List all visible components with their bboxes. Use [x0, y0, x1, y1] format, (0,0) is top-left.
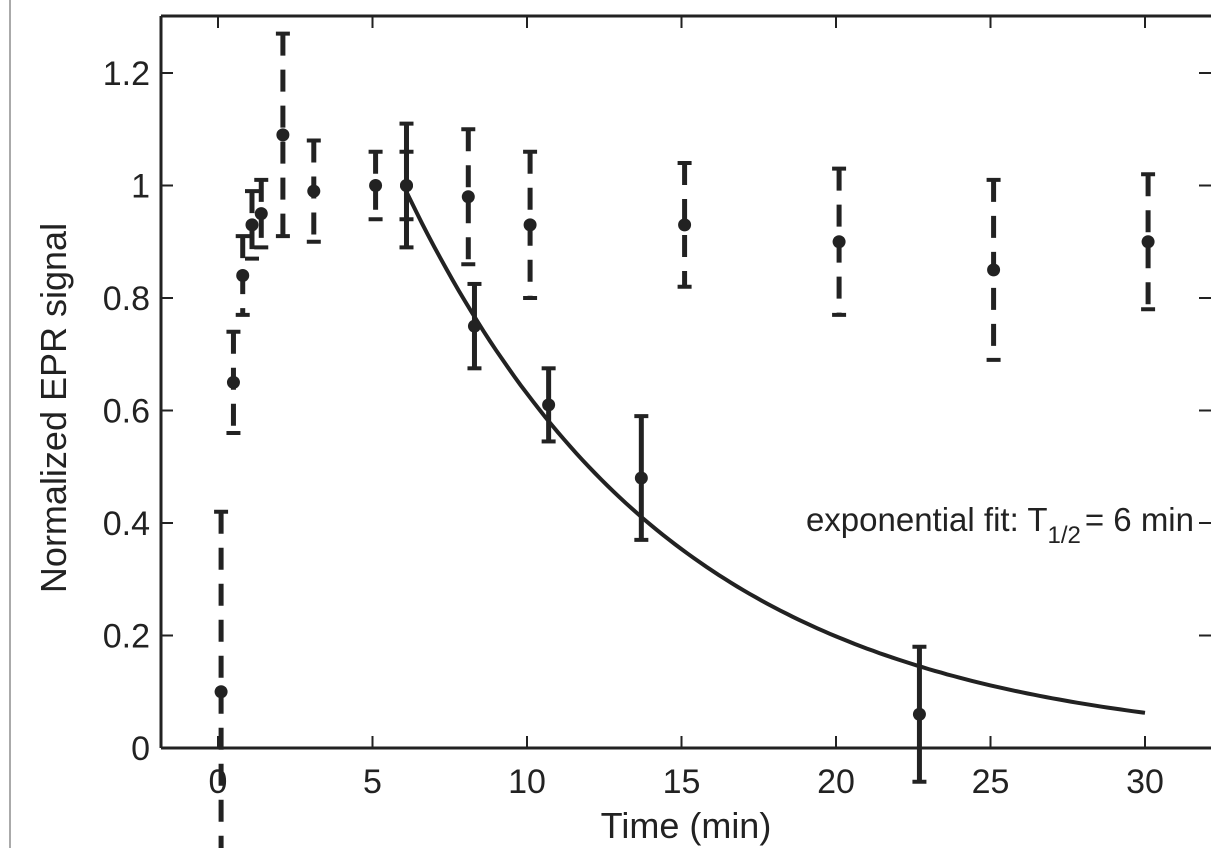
- data-point: [542, 398, 556, 412]
- data-point: [254, 207, 268, 221]
- data-point: [1141, 235, 1155, 249]
- data-series-2: [399, 121, 927, 784]
- data-point: [226, 375, 240, 389]
- exponential-fit-curve: [401, 184, 1146, 715]
- x-tick-label: 30: [1126, 763, 1164, 801]
- data-point: [307, 184, 321, 198]
- data-point: [467, 319, 481, 333]
- data-point: [245, 218, 259, 232]
- data-point: [832, 235, 846, 249]
- data-series-layer: [214, 31, 1156, 848]
- data-point: [369, 179, 383, 192]
- y-tick-label: 0.2: [103, 618, 150, 656]
- y-tick-label: 1.2: [103, 55, 150, 93]
- data-point: [276, 128, 290, 142]
- data-point: [236, 269, 250, 282]
- data-point: [399, 179, 413, 192]
- fit-annotation: exponential fit: T1/2 = 6 min: [806, 501, 1194, 549]
- x-tick-label: 0: [209, 763, 228, 801]
- fit-annotation-text: exponential fit: T: [806, 501, 1048, 538]
- x-tick-label: 10: [508, 763, 546, 801]
- y-tick-label: 0: [131, 730, 150, 768]
- x-tick-label: 20: [817, 763, 855, 801]
- y-tick-label: 1: [131, 168, 150, 206]
- data-series-1: [214, 31, 1156, 848]
- x-tick-label: 25: [972, 763, 1010, 801]
- y-tick-label: 0.6: [103, 393, 150, 431]
- data-point: [214, 685, 228, 699]
- y-tick-label: 0.4: [103, 505, 150, 543]
- fit-annotation-subscript: 1/2: [1047, 522, 1080, 549]
- data-point: [912, 707, 926, 721]
- data-point: [634, 471, 648, 485]
- y-axis-label: Normalized EPR signal: [33, 223, 74, 593]
- data-point: [987, 263, 1001, 277]
- ticks-layer: 0 5 10 15 20 25 30 0 0.2 0.4 0.6 0.8 1 1.2: [103, 16, 1211, 801]
- fit-curve-layer: [401, 184, 1146, 715]
- data-point: [678, 218, 692, 232]
- x-axis-label: Time (min): [601, 805, 772, 846]
- data-point: [461, 190, 475, 204]
- x-tick-label: 15: [663, 763, 701, 801]
- plot-frame: [9, 0, 1211, 848]
- y-tick-label: 0.8: [103, 280, 150, 318]
- fit-annotation-suffix: = 6 min: [1085, 501, 1194, 538]
- data-point: [523, 218, 537, 232]
- x-tick-label: 5: [363, 763, 382, 801]
